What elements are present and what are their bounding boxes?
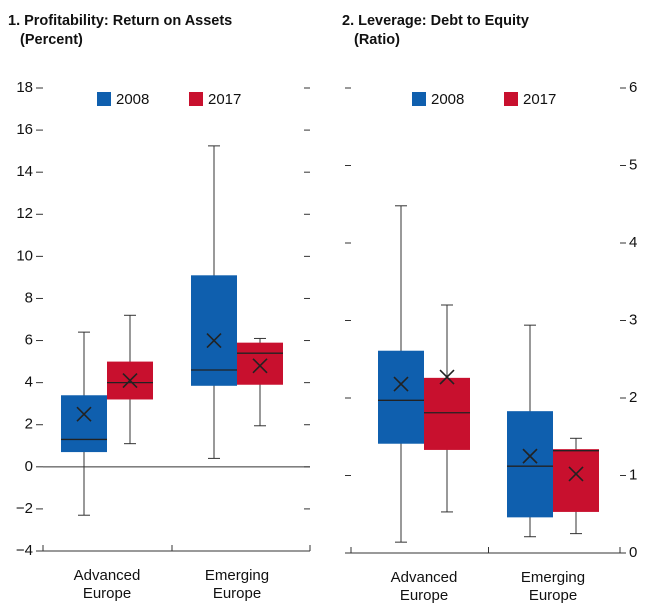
mean-marker [393,376,409,392]
mean-stroke [122,372,138,389]
chart-subtitle: (Ratio) [354,32,400,48]
chart-title: 2. Leverage: Debt to Equity [342,13,529,29]
box [424,377,470,450]
y-tick-label: 2 [629,389,637,406]
box [61,395,107,453]
y-tick-label: 6 [629,79,637,96]
legend-label: 2008 [431,91,464,108]
y-tick-label: 5 [629,156,637,173]
chart-title: 1. Profitability: Return on Assets [8,13,232,29]
y-tick-label: 3 [629,311,637,328]
legend-label: 2008 [116,91,149,108]
mean-stroke [206,332,222,349]
legend-swatch [189,92,203,106]
mean-marker [522,448,538,464]
mean-marker [206,332,222,349]
x-tick-label: Advanced Europe [73,567,141,602]
box [237,342,283,385]
y-tick-label: −2 [16,500,33,517]
y-tick-label: 4 [629,234,637,251]
y-tick-label: 0 [629,544,637,561]
x-tick-label: Advanced Europe [390,569,458,604]
y-tick-label: 16 [16,121,33,138]
mean-marker [439,369,455,385]
mean-stroke [393,376,409,392]
box [378,350,424,444]
mean-marker [76,406,92,422]
mean-stroke [522,448,538,464]
y-tick-label: 0 [25,458,33,475]
legend-swatch [97,92,111,106]
y-tick-label: 2 [25,416,33,433]
y-tick-label: 18 [16,79,33,96]
box [553,449,599,512]
box [191,275,237,386]
mean-marker [122,372,138,389]
x-tick-label: Emerging Europe [204,567,270,602]
mean-marker [252,358,268,374]
y-tick-label: 12 [16,205,33,222]
y-tick-label: 10 [16,247,33,264]
legend-swatch [504,92,518,106]
y-tick-label: 1 [629,466,637,483]
chart-subtitle: (Percent) [20,32,83,48]
y-tick-label: 4 [25,374,33,391]
y-tick-label: 14 [16,163,33,180]
y-tick-label: 8 [25,289,33,306]
box [507,411,553,518]
legend-swatch [412,92,426,106]
y-tick-label: 6 [25,332,33,349]
x-tick-label: Emerging Europe [520,569,586,604]
mean-stroke [76,406,92,422]
legend-label: 2017 [208,91,241,108]
y-tick-label: −4 [16,542,33,559]
mean-stroke [439,369,455,385]
mean-stroke [252,358,268,374]
legend-label: 2017 [523,91,556,108]
mean-marker [568,466,584,482]
mean-stroke [568,466,584,482]
